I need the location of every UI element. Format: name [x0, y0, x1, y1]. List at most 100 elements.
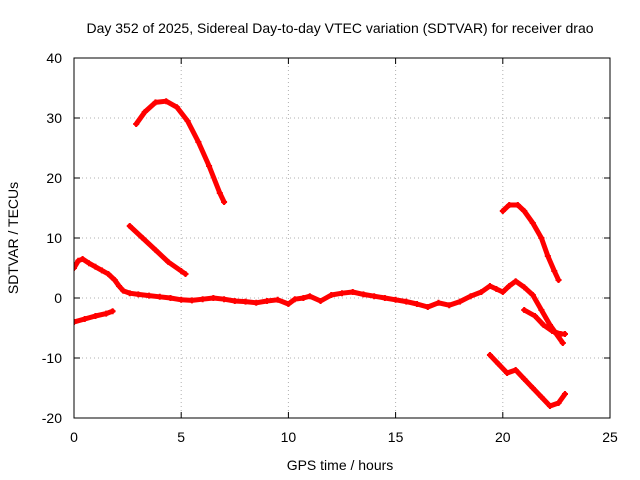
- y-tick-label: 30: [46, 110, 62, 126]
- data-series: [74, 98, 568, 409]
- data-point: [242, 298, 249, 305]
- series-line: [500, 202, 561, 283]
- data-point: [165, 259, 172, 265]
- data-point: [98, 267, 105, 274]
- data-point: [555, 277, 562, 283]
- data-point: [152, 247, 159, 253]
- data-point: [86, 260, 93, 267]
- data-point: [274, 296, 281, 303]
- data-point: [538, 394, 545, 400]
- data-point: [300, 295, 307, 301]
- data-point: [339, 290, 345, 297]
- data-point: [521, 208, 528, 214]
- data-point: [81, 316, 88, 322]
- series-arc-late-tail: [521, 307, 568, 337]
- data-point: [467, 293, 474, 300]
- data-point: [173, 104, 180, 111]
- series-arc-late-positive: [499, 202, 562, 283]
- data-point: [499, 208, 506, 214]
- data-point: [111, 277, 118, 283]
- data-point: [360, 291, 367, 298]
- data-point: [540, 322, 547, 328]
- data-point: [317, 298, 324, 304]
- data-point: [221, 296, 228, 303]
- x-axis-label: GPS time / hours: [287, 457, 394, 473]
- data-point: [529, 292, 536, 298]
- data-point: [551, 268, 558, 274]
- data-point: [75, 257, 82, 264]
- data-point: [493, 286, 500, 292]
- data-point: [478, 289, 485, 295]
- series-arc-late-low: [486, 352, 568, 409]
- data-point: [446, 302, 453, 309]
- data-point: [495, 361, 502, 367]
- data-point: [126, 290, 133, 297]
- data-point: [105, 271, 112, 277]
- y-tick-label: 0: [54, 290, 62, 306]
- data-point: [544, 253, 551, 259]
- y-tick-label: 10: [46, 230, 62, 246]
- chart-title: Day 352 of 2025, Sidereal Day-to-day VTE…: [86, 20, 593, 36]
- data-point: [74, 319, 77, 325]
- data-point: [521, 376, 528, 382]
- data-point: [521, 284, 528, 291]
- y-tick-label: 40: [46, 50, 62, 66]
- data-point: [435, 299, 442, 306]
- y-tick-label: -10: [42, 350, 62, 366]
- data-point: [506, 283, 513, 289]
- data-point: [216, 190, 223, 196]
- data-point: [253, 299, 260, 306]
- data-point: [529, 385, 536, 391]
- data-point: [178, 268, 185, 274]
- data-point: [504, 370, 511, 376]
- data-point: [486, 352, 493, 358]
- data-point: [199, 296, 206, 303]
- data-point: [328, 292, 335, 298]
- data-point: [499, 289, 506, 295]
- series-arc-main-zero: [74, 256, 566, 346]
- data-point: [521, 307, 528, 313]
- series-arc-descending-short: [126, 223, 189, 277]
- data-point: [163, 98, 170, 105]
- data-point: [120, 287, 127, 294]
- data-point: [182, 271, 189, 277]
- data-point: [538, 235, 545, 241]
- data-point: [414, 301, 421, 307]
- data-point: [529, 220, 536, 226]
- x-tick-label: 15: [388, 429, 404, 445]
- data-point: [206, 163, 213, 169]
- data-point: [371, 293, 378, 300]
- data-point: [152, 99, 159, 106]
- data-point: [79, 256, 86, 262]
- data-point: [392, 296, 399, 303]
- data-point: [486, 283, 493, 289]
- data-point: [285, 301, 292, 307]
- data-point: [231, 298, 238, 304]
- data-point: [195, 139, 202, 145]
- data-point: [559, 340, 566, 346]
- data-point: [92, 263, 99, 270]
- data-point: [135, 291, 142, 298]
- data-point: [167, 295, 174, 301]
- data-point: [92, 313, 99, 319]
- data-point: [188, 297, 195, 304]
- grid: [74, 58, 610, 418]
- x-tick-label: 25: [602, 429, 618, 445]
- x-tick-label: 20: [495, 429, 511, 445]
- data-point: [512, 367, 519, 373]
- data-point: [139, 235, 146, 241]
- data-point: [178, 296, 185, 303]
- data-point: [109, 308, 116, 315]
- data-point: [512, 278, 519, 285]
- data-point: [126, 223, 133, 229]
- series-line: [133, 98, 227, 205]
- data-point: [184, 118, 191, 124]
- data-point: [133, 121, 140, 127]
- data-point: [506, 202, 513, 208]
- x-tick-label: 5: [177, 429, 185, 445]
- data-point: [156, 293, 163, 300]
- data-point: [403, 298, 410, 305]
- y-tick-label: 20: [46, 170, 62, 186]
- x-tick-label: 0: [70, 429, 78, 445]
